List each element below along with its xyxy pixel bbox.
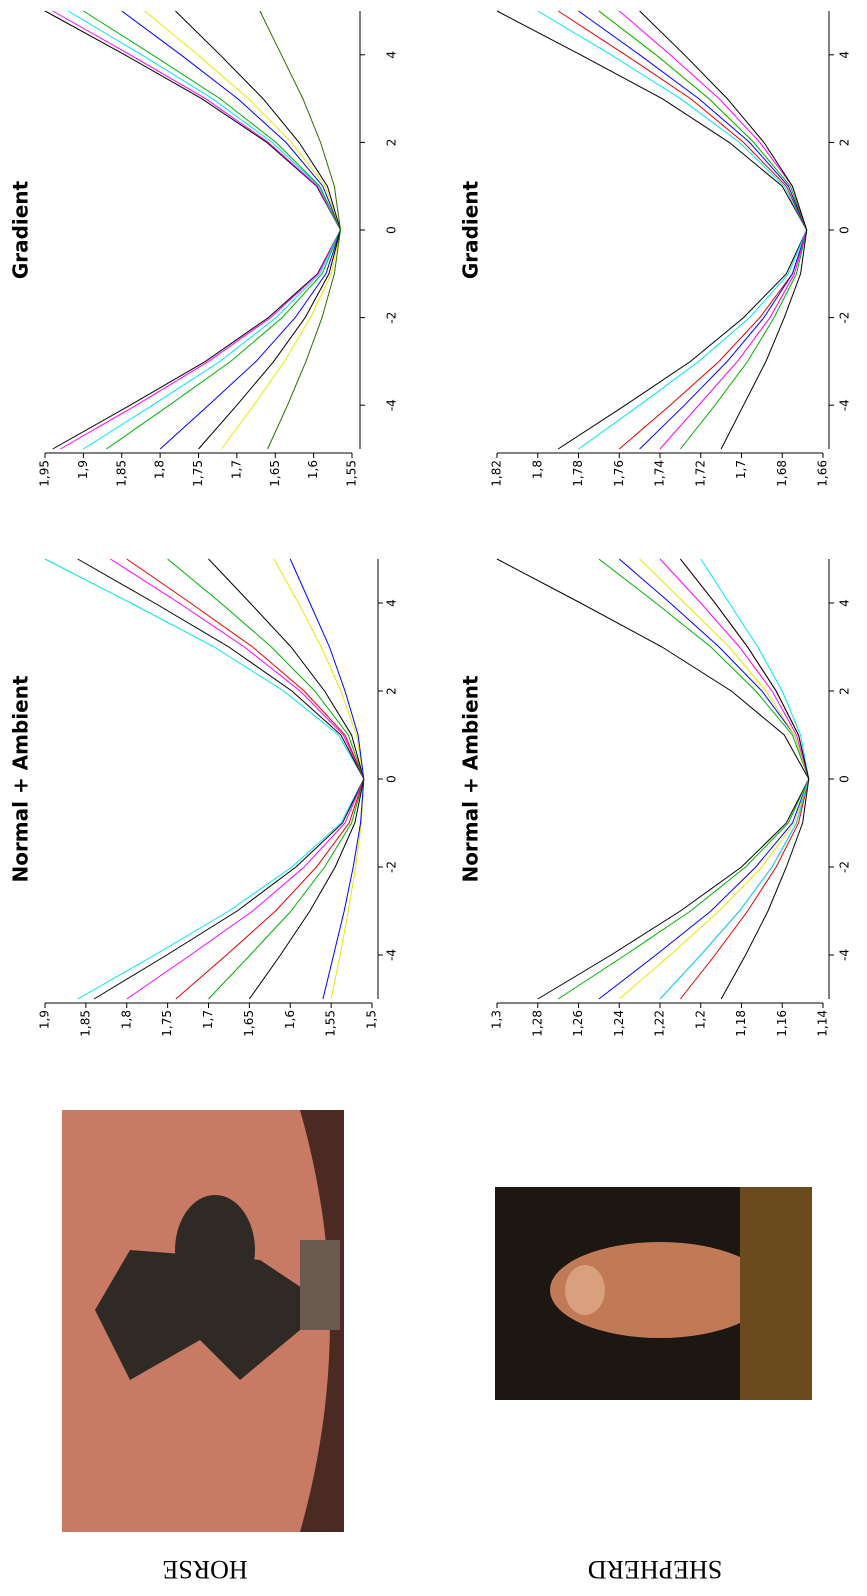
y-tick-label: 1,68 <box>775 460 789 487</box>
x-tick-label: 4 <box>838 51 852 59</box>
chart-title: Normal + Ambient <box>459 675 483 883</box>
data-line <box>599 11 807 449</box>
y-tick-label: 1,24 <box>612 1010 626 1037</box>
data-line <box>83 11 340 449</box>
data-line <box>538 11 807 449</box>
x-tick-label: 4 <box>385 599 399 607</box>
x-tick-label: 2 <box>838 139 852 147</box>
y-tick-label: 1,85 <box>78 1010 92 1037</box>
y-tick-label: 1,6 <box>306 460 320 479</box>
y-tick-label: 1,85 <box>114 460 128 487</box>
data-line <box>619 559 808 999</box>
x-tick-label: 2 <box>838 687 852 695</box>
x-tick-label: 4 <box>385 51 399 59</box>
data-line <box>579 11 807 449</box>
y-tick-label: 1,7 <box>734 460 748 479</box>
y-tick-label: 1,9 <box>38 1010 52 1029</box>
data-line <box>640 11 807 449</box>
x-tick-label: 2 <box>385 139 399 147</box>
y-tick-label: 1,65 <box>268 460 282 487</box>
y-tick-label: 1,8 <box>153 460 167 479</box>
chart-title: Gradient <box>9 180 33 279</box>
y-tick-label: 1,55 <box>324 1010 338 1037</box>
data-line <box>619 11 806 449</box>
data-line <box>497 559 809 999</box>
panel-label: HORSE <box>162 1555 247 1584</box>
data-line <box>122 11 341 449</box>
data-line <box>274 559 364 999</box>
y-tick-label: 1,72 <box>693 460 707 487</box>
y-tick-label: 1,75 <box>191 460 205 487</box>
data-line <box>680 559 808 999</box>
y-tick-label: 1,76 <box>612 460 626 487</box>
y-tick-label: 1,3 <box>490 1010 504 1029</box>
y-tick-label: 1,14 <box>816 1010 830 1037</box>
y-tick-label: 1,66 <box>816 460 830 487</box>
data-line <box>660 559 809 999</box>
y-tick-label: 1,2 <box>693 1010 707 1029</box>
figure: HORSE SHEPHERD Normal + Ambient 1,5 1,55 1,… <box>0 0 867 1596</box>
y-tick-label: 1,74 <box>653 460 667 487</box>
data-line <box>599 11 807 449</box>
x-tick-label: -2 <box>385 312 399 324</box>
panel-label: SHEPHERD <box>588 1555 722 1584</box>
y-tick-label: 1,95 <box>38 460 52 487</box>
chart-title: Normal + Ambient <box>9 675 33 883</box>
data-line <box>53 11 341 449</box>
x-tick-label: -4 <box>838 399 852 411</box>
x-tick-label: -2 <box>385 861 399 873</box>
y-tick-label: 1,7 <box>201 1010 215 1029</box>
y-tick-label: 1,55 <box>345 460 359 487</box>
data-line <box>168 559 364 999</box>
x-tick-label: -4 <box>385 949 399 961</box>
x-tick-label: -4 <box>838 949 852 961</box>
data-line <box>127 559 364 999</box>
x-tick-label: 0 <box>385 226 399 234</box>
x-tick-label: -2 <box>838 312 852 324</box>
x-tick-label: 4 <box>838 599 852 607</box>
x-tick-label: 2 <box>385 687 399 695</box>
data-line <box>68 11 340 449</box>
data-line <box>45 559 364 999</box>
data-line <box>290 559 364 999</box>
data-line <box>497 11 807 449</box>
shepherd-photo <box>495 1187 812 1400</box>
data-line <box>110 559 363 999</box>
horse-photo <box>62 1110 344 1532</box>
y-tick-label: 1,28 <box>530 1010 544 1037</box>
y-tick-label: 1,78 <box>571 460 585 487</box>
x-tick-label: 0 <box>385 775 399 783</box>
y-tick-label: 1,8 <box>530 460 544 479</box>
y-tick-label: 1,7 <box>229 460 243 479</box>
y-tick-label: 1,9 <box>76 460 90 479</box>
data-line <box>660 559 809 999</box>
y-tick-label: 1,22 <box>653 1010 667 1037</box>
y-tick-label: 1,8 <box>119 1010 133 1029</box>
y-tick-label: 1,16 <box>775 1010 789 1037</box>
data-line <box>45 11 340 449</box>
data-line <box>680 559 808 999</box>
x-tick-label: -4 <box>385 399 399 411</box>
y-tick-label: 1,5 <box>365 1010 379 1029</box>
data-line <box>209 559 364 999</box>
y-tick-label: 1,82 <box>490 460 504 487</box>
y-tick-label: 1,6 <box>283 1010 297 1029</box>
data-line <box>599 559 809 999</box>
y-tick-label: 1,65 <box>242 1010 256 1037</box>
chart-title: Gradient <box>459 180 483 279</box>
data-line <box>260 11 341 449</box>
y-tick-label: 1,18 <box>734 1010 748 1037</box>
x-tick-label: 0 <box>838 775 852 783</box>
data-line <box>145 11 341 449</box>
x-tick-label: -2 <box>838 861 852 873</box>
y-tick-label: 1,26 <box>571 1010 585 1037</box>
x-tick-label: 0 <box>838 226 852 234</box>
y-tick-label: 1,75 <box>160 1010 174 1037</box>
